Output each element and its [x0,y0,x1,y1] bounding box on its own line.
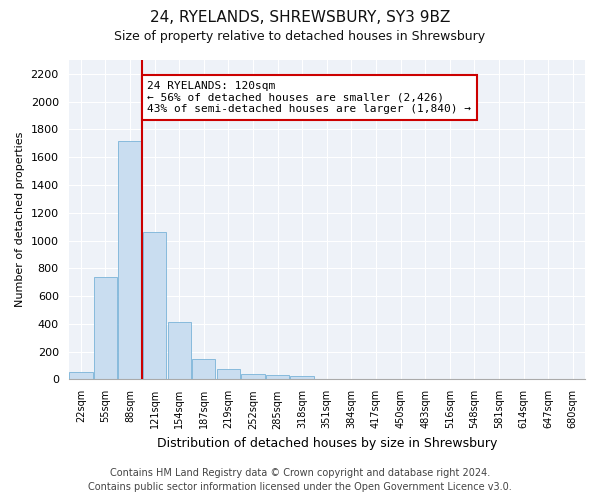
Text: Size of property relative to detached houses in Shrewsbury: Size of property relative to detached ho… [115,30,485,43]
Bar [241,374,265,380]
Bar [290,376,314,380]
Bar [94,276,117,380]
Y-axis label: Number of detached properties: Number of detached properties [15,132,25,308]
Bar [167,322,191,380]
Bar [192,358,215,380]
Bar [217,369,240,380]
Text: Contains HM Land Registry data © Crown copyright and database right 2024.
Contai: Contains HM Land Registry data © Crown c… [88,468,512,492]
Bar [266,376,289,380]
Text: 24, RYELANDS, SHREWSBURY, SY3 9BZ: 24, RYELANDS, SHREWSBURY, SY3 9BZ [150,10,450,25]
Bar [69,372,92,380]
Bar [143,232,166,380]
X-axis label: Distribution of detached houses by size in Shrewsbury: Distribution of detached houses by size … [157,437,497,450]
Bar [118,140,142,380]
Text: 24 RYELANDS: 120sqm
← 56% of detached houses are smaller (2,426)
43% of semi-det: 24 RYELANDS: 120sqm ← 56% of detached ho… [147,81,471,114]
